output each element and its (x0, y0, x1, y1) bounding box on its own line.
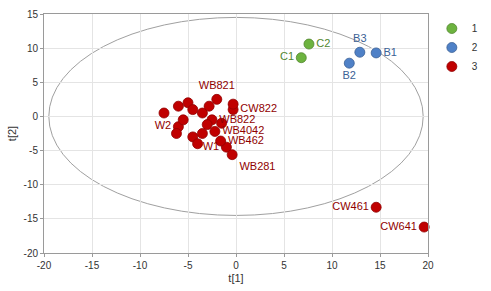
svg-text:W1: W1 (203, 140, 220, 152)
svg-text:-15: -15 (85, 260, 100, 271)
svg-text:CW461: CW461 (332, 200, 369, 212)
svg-text:B3: B3 (353, 32, 366, 44)
svg-text:WB821: WB821 (199, 79, 235, 91)
svg-text:0: 0 (233, 260, 239, 271)
svg-text:WB4042: WB4042 (222, 124, 264, 136)
svg-text:10: 10 (27, 43, 39, 54)
svg-text:-20: -20 (24, 248, 39, 259)
svg-text:-5: -5 (184, 260, 193, 271)
svg-text:-20: -20 (37, 260, 52, 271)
svg-text:20: 20 (422, 260, 434, 271)
svg-text:-15: -15 (24, 213, 39, 224)
svg-text:t[2]: t[2] (6, 126, 18, 141)
svg-text:CW641: CW641 (380, 220, 417, 232)
svg-text:10: 10 (326, 260, 338, 271)
svg-text:15: 15 (27, 9, 39, 20)
svg-text:-10: -10 (24, 179, 39, 190)
svg-text:WB462: WB462 (228, 134, 264, 146)
svg-text:t[1]: t[1] (228, 272, 243, 284)
svg-text:1: 1 (472, 23, 478, 34)
svg-text:5: 5 (32, 77, 38, 88)
svg-text:B1: B1 (383, 46, 396, 58)
svg-text:15: 15 (374, 260, 386, 271)
svg-text:B2: B2 (343, 69, 356, 81)
svg-text:-5: -5 (29, 145, 38, 156)
svg-text:C1: C1 (280, 50, 294, 62)
svg-text:3: 3 (472, 61, 478, 72)
svg-text:2: 2 (472, 42, 478, 53)
svg-text:C2: C2 (316, 37, 330, 49)
svg-text:-10: -10 (133, 260, 148, 271)
svg-text:WB822: WB822 (219, 113, 255, 125)
svg-text:0: 0 (32, 111, 38, 122)
svg-text:WB281: WB281 (239, 160, 275, 172)
svg-text:5: 5 (281, 260, 287, 271)
svg-text:CW822: CW822 (240, 102, 277, 114)
svg-text:W2: W2 (155, 119, 172, 131)
